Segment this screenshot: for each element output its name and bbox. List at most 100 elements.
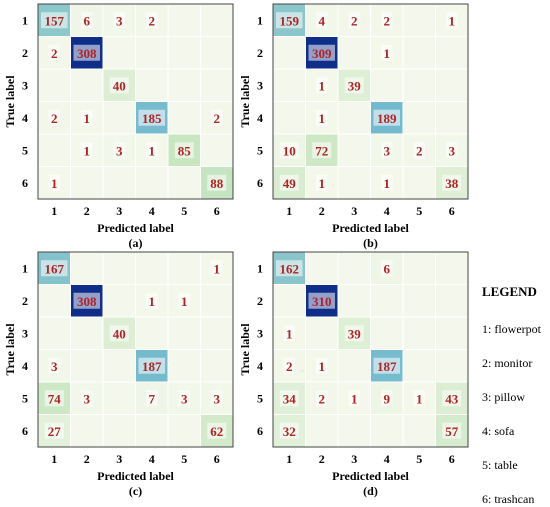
x-tick-label: 2 [319,204,325,218]
cell-label-backing [211,390,223,407]
matrix-cell [102,133,136,167]
matrix-cell [337,101,371,135]
x-tick-label: 6 [449,452,455,466]
cell-value: 1 [416,391,423,406]
cell-label-backing [207,422,227,439]
matrix-cell [70,68,104,102]
matrix-cell [167,68,201,102]
y-tick-label: 5 [257,391,263,405]
matrix-cell [337,133,371,167]
matrix-cell [70,166,104,200]
x-axis-label: Predicted label [332,469,409,483]
matrix-cell [37,133,71,167]
cell-value: 3 [116,143,123,158]
matrix-cell [135,251,169,285]
cell-label-backing [81,142,93,159]
x-tick-label: 5 [416,204,422,218]
cell-label-backing [348,12,360,29]
matrix-cell [435,316,469,350]
cell-label-backing [442,422,462,439]
cell-label-backing [41,260,68,277]
cell-label-backing [279,174,299,191]
cell-label-backing [113,12,125,29]
x-tick-label: 6 [449,204,455,218]
x-tick-label: 2 [84,452,90,466]
cell-label-backing [344,325,364,342]
matrix-cell [167,349,201,383]
matrix-cell [102,36,136,70]
matrix-cell [272,68,306,102]
matrix-cell [102,251,136,285]
cell-value: 1 [384,46,391,61]
x-axis-label: Predicted label [97,221,174,235]
cell-value: 167 [45,261,65,276]
matrix-cell [402,36,436,70]
cell-value: 1 [214,261,221,276]
cell-label-backing [146,390,158,407]
matrix-cell [167,36,201,70]
cell-value: 9 [384,391,391,406]
cell-label-backing [48,44,60,61]
cell-label-backing [373,357,400,374]
panel-caption: (a) [129,236,143,250]
cell-label-backing [109,325,129,342]
cell-label-backing [138,109,165,126]
cell-value: 3 [384,143,391,158]
matrix-cell [167,316,201,350]
y-tick-label: 4 [22,111,28,125]
matrix-cell [402,414,436,448]
x-tick-label: 4 [384,204,390,218]
matrix-cell [102,166,136,200]
matrix-cell [370,284,404,318]
cell-value: 57 [445,424,459,439]
x-tick-label: 5 [181,204,187,218]
matrix-cell [200,3,234,37]
matrix-cell [337,251,371,285]
cell-value: 3 [84,391,91,406]
cell-value: 1 [319,359,326,374]
matrix-cell [435,68,469,102]
matrix-cell [135,414,169,448]
cell-value: 1 [319,111,326,126]
matrix-cell [435,349,469,383]
cell-label-backing [279,142,299,159]
matrix-cell [37,284,71,318]
matrix-cell [200,349,234,383]
y-axis-label: True label [3,75,17,128]
cell-value: 2 [319,391,326,406]
cell-value: 2 [51,111,58,126]
cell-value: 1 [84,143,91,158]
cell-value: 2 [384,13,391,28]
matrix-cell [402,284,436,318]
cell-value: 1 [319,176,326,191]
x-tick-label: 5 [181,452,187,466]
matrix-cell [272,36,306,70]
matrix-cell [102,414,136,448]
matrix-cell [435,101,469,135]
cell-value: 1 [449,13,456,28]
x-tick-label: 3 [116,452,122,466]
cell-value: 1 [51,176,58,191]
cell-label-backing [73,292,100,309]
y-axis-label: True label [3,323,17,376]
cell-label-backing [348,390,360,407]
cell-value: 6 [84,13,91,28]
cell-value: 62 [210,424,223,439]
cell-value: 3 [51,359,58,374]
x-tick-label: 6 [214,452,220,466]
matrix-frame [272,3,469,200]
cell-label-backing [81,109,93,126]
cell-value: 1 [181,294,188,309]
cell-value: 1 [286,326,293,341]
cell-value: 32 [283,424,296,439]
matrix-cell [435,251,469,285]
cell-label-backing [316,109,328,126]
cell-label-backing [109,77,129,94]
cell-label-backing [73,44,100,61]
matrix-cell [370,414,404,448]
cell-label-backing [211,260,223,277]
matrix-cell [435,36,469,70]
cell-label-backing [146,142,158,159]
confusion-matrix-c: 167 1 308 1 1 40 3 187 74 3 7 3 3 27 62 1 2 3 4 5 6 1 2 3 4 5 6 Pre… [3,251,234,498]
matrix-cell [305,251,339,285]
